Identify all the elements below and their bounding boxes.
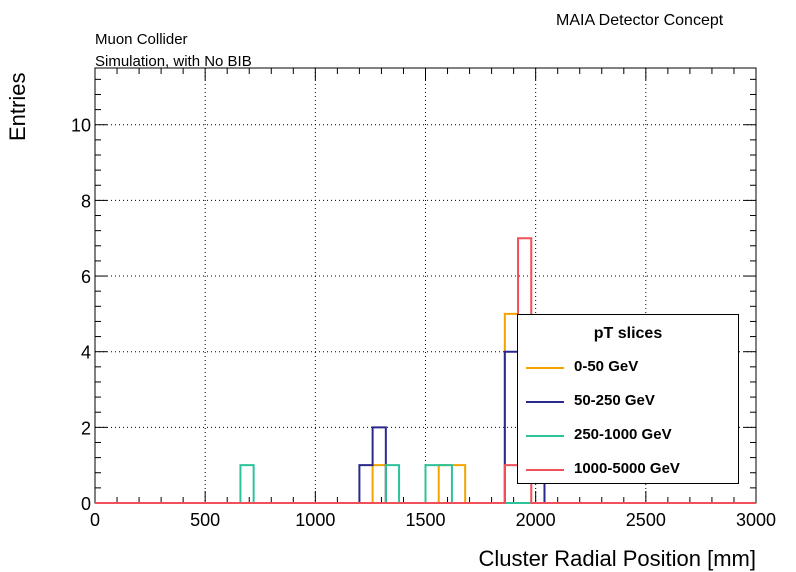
legend-swatch	[526, 435, 564, 437]
y-tick-label: 2	[81, 418, 91, 438]
x-tick-label: 0	[90, 510, 100, 530]
legend-label: 1000-5000 GeV	[574, 460, 680, 477]
x-tick-label: 2000	[516, 510, 556, 530]
x-tick-label: 2500	[626, 510, 666, 530]
x-tick-label: 1000	[295, 510, 335, 530]
x-axis-label: Cluster Radial Position [mm]	[478, 546, 756, 571]
x-tick-label: 1500	[405, 510, 445, 530]
simulation-label: Simulation, with No BIB	[95, 53, 252, 70]
legend-swatch	[526, 401, 564, 403]
legend-label: 0-50 GeV	[574, 358, 639, 375]
legend: pT slices 0-50 GeV 50-250 GeV 250-1000 G…	[517, 314, 739, 484]
detector-concept-label: MAIA Detector Concept	[556, 12, 724, 29]
y-axis-label: Entries	[5, 72, 30, 141]
y-tick-label: 10	[71, 116, 91, 136]
y-tick-label: 4	[81, 343, 91, 363]
legend-label: 250-1000 GeV	[574, 426, 672, 443]
y-tick-label: 8	[81, 191, 91, 211]
legend-swatch	[526, 469, 564, 471]
legend-title: pT slices	[593, 325, 663, 342]
y-tick-label: 0	[81, 494, 91, 514]
y-tick-label: 6	[81, 267, 91, 287]
legend-swatch	[526, 367, 564, 369]
histogram-series-2	[95, 464, 756, 504]
x-tick-label: 500	[190, 510, 220, 530]
experiment-label: Muon Collider	[95, 31, 188, 48]
legend-label: 50-250 GeV	[574, 392, 655, 409]
x-tick-label: 3000	[736, 510, 776, 530]
